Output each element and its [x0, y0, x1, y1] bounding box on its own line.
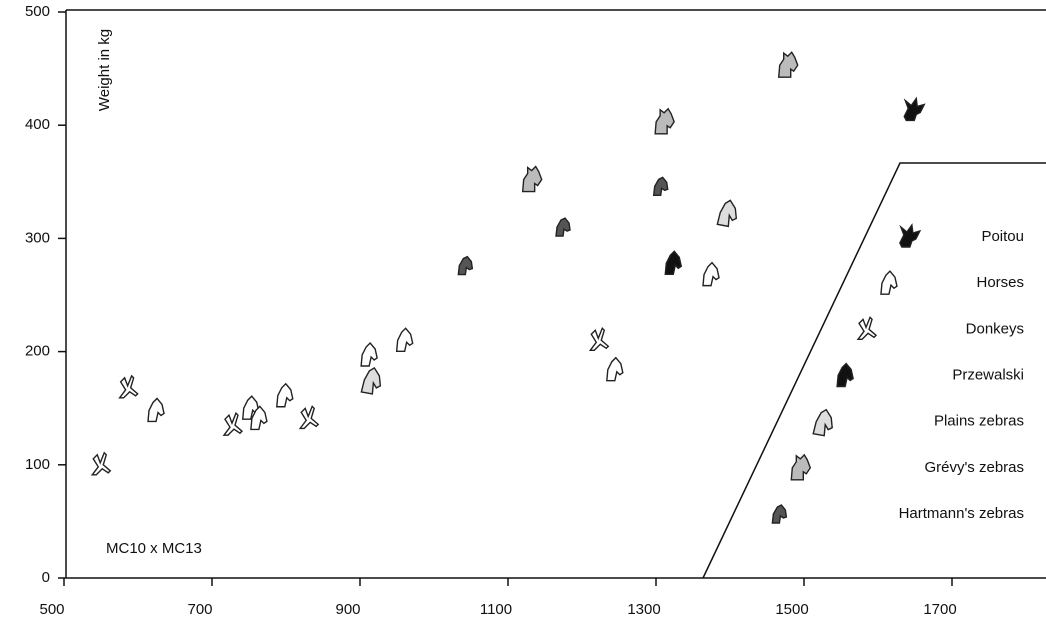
x-tick-label: 1500: [775, 601, 808, 618]
y-tick-label: 100: [25, 456, 50, 473]
point: [90, 451, 112, 476]
y-tick-label: 200: [25, 343, 50, 360]
legend-marker: [836, 362, 854, 388]
legend-label: Poitou: [981, 228, 1024, 245]
legend-marker: [880, 270, 898, 295]
point: [555, 217, 571, 237]
point: [777, 51, 799, 78]
point: [664, 250, 683, 276]
point: [606, 356, 624, 382]
x-tick-label: 900: [335, 601, 360, 618]
point: [250, 405, 268, 431]
legend-marker: [790, 453, 812, 481]
point: [903, 96, 926, 122]
x-tick-label: 700: [187, 601, 212, 618]
legend-label: Horses: [976, 274, 1024, 291]
legend-panel-border: [702, 162, 1046, 579]
point: [118, 374, 139, 399]
point: [395, 327, 414, 352]
point: [654, 107, 675, 135]
point: [147, 397, 165, 423]
y-axis-title: Weight in kg: [96, 29, 113, 111]
y-tick-label: 400: [25, 116, 50, 133]
x-tick-label: 500: [39, 601, 64, 618]
x-tick-label: 1700: [923, 601, 956, 618]
point: [298, 405, 320, 430]
point: [457, 255, 474, 276]
x-tick-label: 1100: [480, 601, 512, 618]
legend-label: Przewalski: [952, 366, 1024, 383]
legend-label: Donkeys: [966, 320, 1024, 337]
point: [222, 411, 244, 436]
point: [588, 327, 610, 351]
y-tick-label: 500: [25, 3, 50, 20]
point: [241, 395, 260, 420]
point: [276, 382, 294, 408]
point: [702, 261, 720, 287]
annotation: MC10 x MC13: [106, 540, 202, 557]
legend-label: Plains zebras: [934, 413, 1024, 430]
y-tick-label: 300: [25, 229, 50, 246]
legend-label: Grévy's zebras: [924, 459, 1024, 476]
point: [360, 341, 378, 367]
legend-label: Hartmann's zebras: [899, 505, 1024, 522]
legend-marker: [899, 223, 922, 248]
point: [716, 199, 738, 228]
y-tick-label: 0: [42, 569, 50, 586]
point: [521, 165, 543, 193]
legend-marker: [856, 316, 878, 341]
x-tick-label: 1300: [627, 601, 660, 618]
point: [360, 366, 382, 395]
point: [652, 176, 669, 197]
legend-marker: [812, 408, 833, 437]
legend-marker: [771, 504, 788, 524]
